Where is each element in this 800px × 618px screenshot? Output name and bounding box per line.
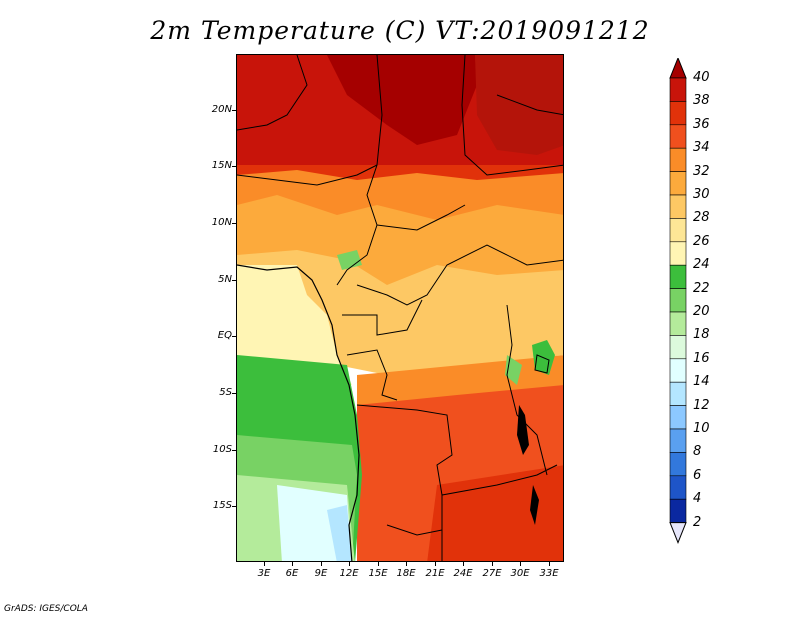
ocean-guinea	[237, 265, 352, 385]
colorbar-level-label: 6	[693, 467, 702, 483]
map-title: 2m Temperature (C) VT:2019091212	[150, 16, 650, 45]
colorbar-level-label: 36	[693, 116, 710, 132]
colorbar-cell	[669, 452, 687, 477]
colorbar-level-label: 38	[693, 93, 710, 109]
lon-label-9e: 9E	[314, 568, 328, 579]
colorbar-level-label: 4	[693, 491, 702, 507]
lon-tick	[492, 562, 493, 566]
lat-label-10n: 10N	[211, 217, 232, 228]
lat-label-eq: EQ	[217, 330, 232, 341]
colorbar-level-label: 40	[693, 70, 710, 85]
lon-tick	[435, 562, 436, 566]
colorbar-cell	[669, 311, 687, 336]
credit-text: GrADS: IGES/COLA	[4, 604, 88, 614]
colorbar-level-label: 28	[693, 210, 710, 226]
colorbar-cell	[669, 405, 687, 430]
ocean-coolest	[327, 505, 352, 561]
lon-tick	[349, 562, 350, 566]
lon-label-18e: 18E	[396, 568, 416, 579]
lake-victoria	[534, 354, 550, 374]
lon-tick	[549, 562, 550, 566]
lon-label-15e: 15E	[368, 568, 388, 579]
colorbar-cell	[669, 171, 687, 196]
colorbar-level-label: 22	[693, 280, 710, 296]
lat-tick	[232, 110, 236, 111]
lon-tick	[264, 562, 265, 566]
lat-tick	[232, 393, 236, 394]
colorbar-level-label: 18	[693, 327, 710, 343]
lake-tanganyika	[517, 405, 529, 455]
lon-label-6e: 6E	[285, 568, 299, 579]
lon-label-30e: 30E	[510, 568, 530, 579]
colorbar-cell	[669, 498, 687, 523]
colorbar-top-arrow	[669, 58, 687, 79]
colorbar-cell	[669, 475, 687, 500]
colorbar-level-label: 34	[693, 140, 710, 156]
lon-label-21e: 21E	[425, 568, 445, 579]
lat-label-10s: 10S	[212, 444, 232, 455]
colorbar-cell	[669, 358, 687, 383]
colorbar-level-label: 10	[693, 421, 710, 436]
lon-tick	[520, 562, 521, 566]
colorbar-cell	[669, 381, 687, 406]
band-south-hot	[427, 465, 563, 561]
colorbar-cell	[669, 241, 687, 266]
lat-tick	[232, 450, 236, 451]
colorbar-level-label: 8	[693, 444, 702, 460]
colorbar-cell	[669, 335, 687, 360]
lon-tick	[378, 562, 379, 566]
colorbar-cell	[669, 194, 687, 219]
colorbar-cell	[669, 264, 687, 289]
lat-tick	[232, 280, 236, 281]
colorbar-level-label: 32	[693, 163, 710, 179]
colorbar-bottom-arrow	[669, 522, 687, 544]
colorbar-cell	[669, 288, 687, 313]
colorbar-cell	[669, 147, 687, 172]
lon-tick	[292, 562, 293, 566]
colorbar-cell	[669, 124, 687, 149]
lat-tick	[232, 166, 236, 167]
country-borders	[237, 55, 563, 561]
colorbar-level-label: 20	[693, 304, 710, 319]
lon-tick	[406, 562, 407, 566]
lon-label-24e: 24E	[453, 568, 473, 579]
lat-label-15n: 15N	[211, 160, 232, 171]
lat-label-5s: 5S	[219, 387, 232, 398]
colorbar-cell	[669, 101, 687, 126]
lat-tick	[232, 336, 236, 337]
colorbar-level-label: 14	[693, 374, 710, 390]
colorbar-level-label: 26	[693, 233, 710, 249]
lat-label-20n: 20N	[211, 104, 232, 115]
colorbar	[669, 58, 687, 544]
colorbar-cell	[669, 77, 687, 102]
lat-tick	[232, 506, 236, 507]
colorbar-level-label: 2	[693, 514, 702, 530]
temperature-map	[236, 54, 564, 562]
lon-tick	[321, 562, 322, 566]
lon-label-3e: 3E	[257, 568, 271, 579]
coastline	[237, 264, 360, 561]
colorbar-level-label: 24	[693, 257, 710, 273]
lon-tick	[463, 562, 464, 566]
band-hottest-sahara	[237, 55, 477, 145]
band-hot-sudan	[475, 55, 563, 155]
lat-label-5n: 5N	[218, 274, 232, 285]
colorbar-level-label: 12	[693, 397, 710, 413]
lon-label-33e: 33E	[539, 568, 559, 579]
lake-malawi	[530, 485, 539, 525]
colorbar-level-label: 16	[693, 350, 710, 366]
temperature-field	[237, 55, 563, 561]
lat-label-15s: 15S	[212, 500, 232, 511]
lon-label-12e: 12E	[339, 568, 359, 579]
lat-tick	[232, 223, 236, 224]
colorbar-level-label: 30	[693, 187, 710, 202]
colorbar-cell	[669, 218, 687, 243]
colorbar-cell	[669, 428, 687, 453]
lon-label-27e: 27E	[482, 568, 502, 579]
cameroon-green	[337, 250, 362, 270]
